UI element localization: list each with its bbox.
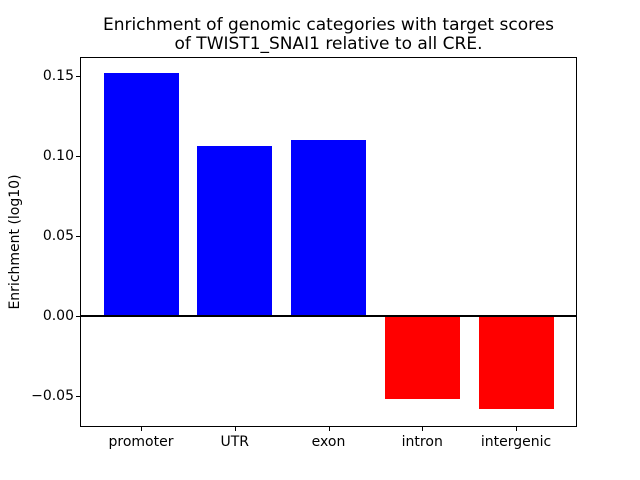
y-tick-label: 0.00 [42, 307, 74, 324]
x-tick-mark [328, 427, 330, 431]
y-tick-mark [76, 156, 80, 158]
x-tick-mark [516, 427, 517, 431]
bar-exon [291, 140, 366, 316]
x-tick-label: promoter [108, 434, 174, 450]
y-tick-label: 0.10 [42, 148, 74, 165]
chart-title: Enrichment of genomic categories with ta… [102, 15, 555, 54]
x-tick-mark [234, 427, 236, 431]
y-tick-mark [76, 395, 80, 397]
x-tick-mark [422, 427, 424, 431]
bar-UTR [197, 146, 273, 316]
zero-baseline [81, 314, 576, 317]
x-tick-label: UTR [220, 434, 250, 450]
x-tick-label: intergenic [480, 434, 552, 450]
x-tick-mark [141, 427, 142, 431]
bar-intron [384, 315, 460, 400]
bar-promoter [103, 72, 179, 316]
y-tick-label: 0.15 [42, 68, 74, 85]
y-tick-label: −0.05 [31, 387, 74, 404]
y-tick-mark [76, 76, 80, 78]
y-tick-mark [76, 236, 80, 237]
x-tick-label: exon [311, 434, 346, 450]
x-tick-label: intron [401, 434, 443, 450]
y-tick-label: 0.05 [42, 228, 74, 244]
y-tick-mark [76, 315, 80, 317]
bar-intergenic [478, 315, 554, 409]
